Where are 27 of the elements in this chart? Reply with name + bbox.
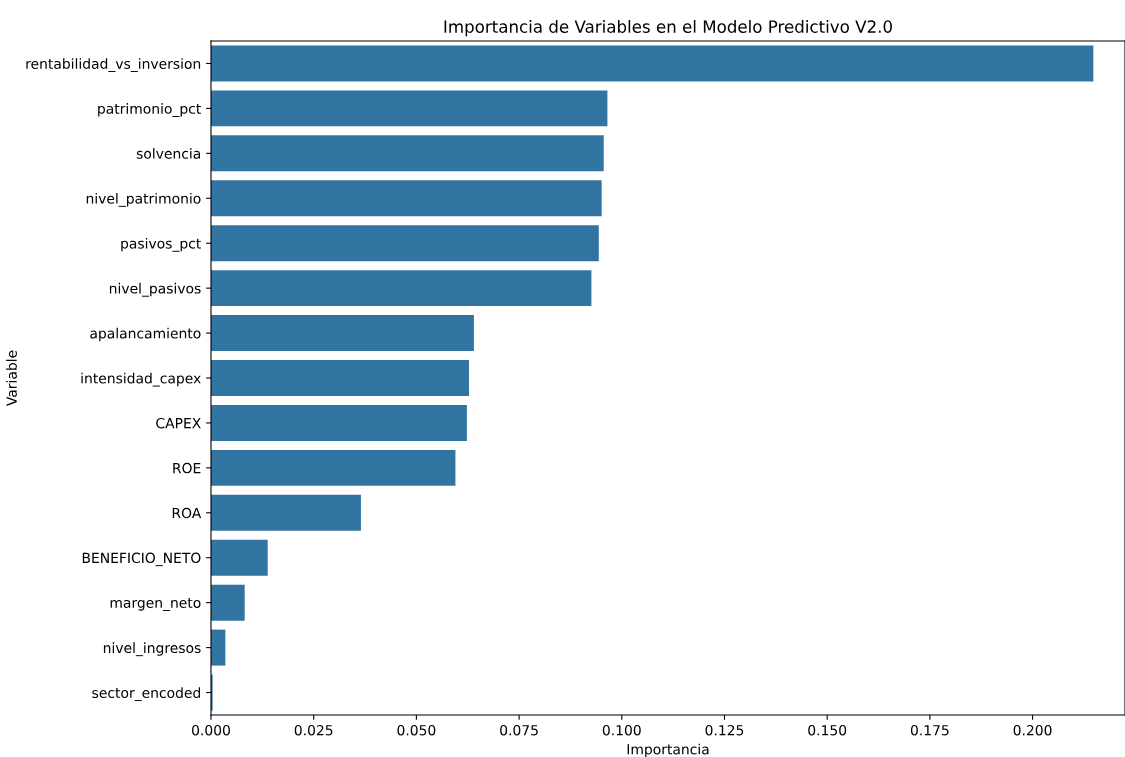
y-tick-label: sector_encoded <box>92 687 201 702</box>
x-tick-label: 0.025 <box>294 724 333 736</box>
y-tick-label: margen_neto <box>110 598 201 612</box>
chart-title: Importancia de Variables en el Modelo Predictivo V2.0 <box>444 20 892 37</box>
y-tick-label: nivel_patrimonio <box>86 192 201 207</box>
y-tick-label: ROE <box>173 462 201 474</box>
x-tick-label: 0.000 <box>192 724 230 736</box>
x-tick-label: 0.175 <box>910 724 949 736</box>
x-axis-title: Importancia <box>627 743 709 757</box>
y-tick-label: rentabilidad_vs_inversion <box>26 58 201 73</box>
y-tick-label: apalancamiento <box>90 327 201 342</box>
y-tick-label: ROA <box>172 507 202 519</box>
x-tick-label: 0.125 <box>705 724 744 736</box>
x-tick-label: 0.050 <box>397 724 436 736</box>
y-tick-label: BENEFICIO_NETO <box>82 552 201 567</box>
y-tick-label: CAPEX <box>156 417 201 429</box>
y-tick-label: solvencia <box>136 148 201 159</box>
x-tick-label: 0.075 <box>500 724 538 736</box>
y-axis-title: Variable <box>6 350 17 407</box>
y-tick-label: patrimonio_pct <box>98 103 201 117</box>
y-tick-label: intensidad_capex <box>81 372 201 387</box>
y-tick-label: pasivos_pct <box>121 237 201 252</box>
x-tick-label: 0.100 <box>602 724 641 736</box>
y-tick-label: nivel_ingresos <box>103 642 201 657</box>
y-tick-label: nivel_pasivos <box>109 282 201 297</box>
x-tick-label: 0.150 <box>808 724 847 736</box>
x-tick-label: 0.200 <box>1013 724 1052 736</box>
